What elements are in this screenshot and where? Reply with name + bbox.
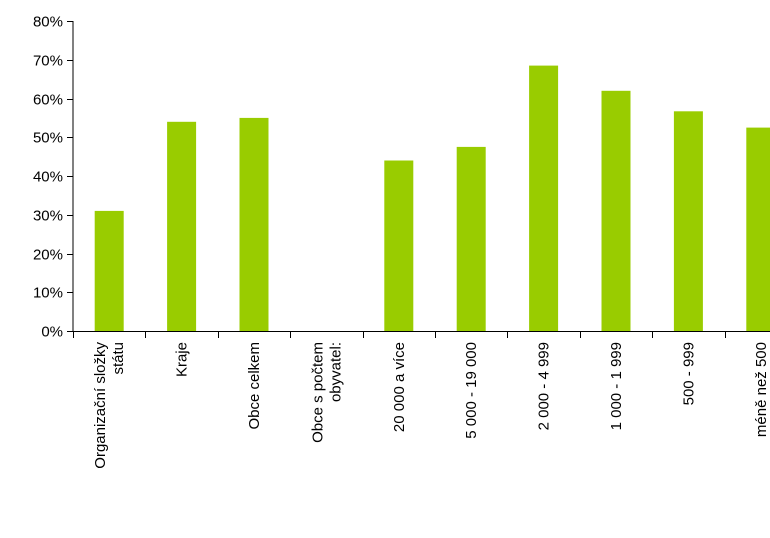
x-tick-label: obyvatel: bbox=[327, 342, 344, 402]
x-axis: Organizační složky státu Kraje Obce celkem O… bbox=[73, 331, 770, 469]
x-tick-label: 2 000 - 4 999 bbox=[536, 342, 553, 430]
x-tick-label: 20 000 a více bbox=[391, 342, 408, 432]
x-tick-label: 5 000 - 19 000 bbox=[463, 342, 480, 439]
bar bbox=[384, 160, 414, 331]
bar bbox=[673, 111, 703, 331]
bar bbox=[601, 90, 631, 331]
bar bbox=[456, 146, 486, 331]
bars bbox=[94, 65, 770, 332]
x-tick-label: státu bbox=[110, 342, 127, 375]
bar bbox=[239, 117, 269, 332]
y-axis: 0% 10% 20% 30% 40% 50% 60% 70% 80% bbox=[33, 14, 74, 341]
y-tick-label: 50% bbox=[33, 130, 63, 147]
y-tick-label: 70% bbox=[33, 53, 63, 70]
x-tick-label: Obce celkem bbox=[246, 342, 263, 430]
x-tick-label: Kraje bbox=[174, 342, 191, 377]
y-tick-label: 80% bbox=[33, 14, 63, 31]
x-tick-label: 500 - 999 bbox=[680, 342, 697, 405]
y-tick-label: 20% bbox=[33, 247, 63, 264]
y-tick-label: 40% bbox=[33, 169, 63, 186]
bar bbox=[529, 65, 559, 331]
y-tick-label: 0% bbox=[41, 324, 63, 341]
x-tick-label: Organizační složky bbox=[92, 342, 109, 469]
y-tick-label: 10% bbox=[33, 285, 63, 302]
bar bbox=[167, 121, 197, 332]
x-tick-label: Obce s počtem bbox=[309, 342, 326, 443]
y-tick-label: 60% bbox=[33, 92, 63, 109]
bar bbox=[94, 210, 124, 331]
y-tick-label: 30% bbox=[33, 208, 63, 225]
x-tick-label: méně než 500 bbox=[753, 342, 770, 437]
bar bbox=[746, 127, 770, 331]
x-tick-label: 1 000 - 1 999 bbox=[608, 342, 625, 430]
